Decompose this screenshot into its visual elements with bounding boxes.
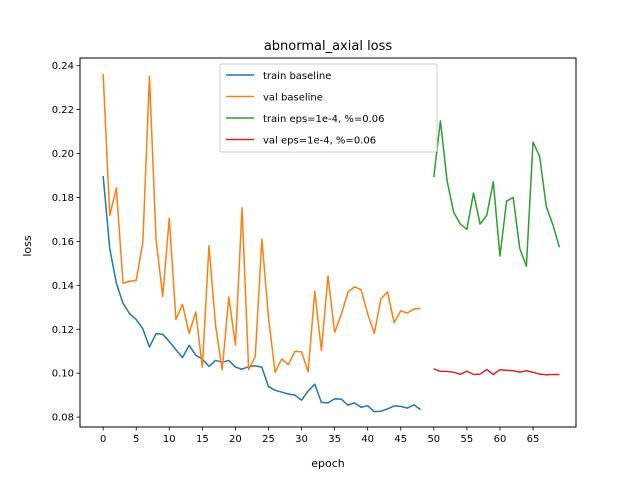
series-layer — [102, 73, 561, 413]
x-tick-label: 20 — [229, 434, 242, 445]
series-line-2 — [433, 120, 561, 267]
x-axis-label: epoch — [311, 457, 345, 470]
x-tick-label: 30 — [295, 434, 308, 445]
x-tick-label: 25 — [262, 434, 275, 445]
chart-title: abnormal_axial loss — [264, 39, 393, 54]
y-tick-label: 0.22 — [52, 105, 74, 116]
y-tick-label: 0.14 — [52, 281, 74, 292]
x-tick-label: 15 — [196, 434, 209, 445]
x-tick-label: 50 — [427, 434, 440, 445]
x-tick-label: 55 — [461, 434, 474, 445]
x-tick-label: 35 — [328, 434, 341, 445]
legend-entry: train eps=1e-4, %=0.06 — [263, 114, 385, 125]
series-line-0 — [102, 175, 422, 413]
legend-entry: val eps=1e-4, %=0.06 — [263, 136, 376, 147]
series-line-1 — [102, 73, 421, 374]
y-tick-label: 0.12 — [52, 325, 74, 336]
x-tick-label: 60 — [494, 434, 507, 445]
x-tick-label: 10 — [163, 434, 176, 445]
legend-box — [219, 63, 438, 153]
series-line-3 — [433, 368, 560, 376]
y-tick-label: 0.18 — [52, 193, 74, 204]
x-tick-label: 45 — [394, 434, 407, 445]
y-tick-label: 0.16 — [52, 237, 74, 248]
x-tick-label: 0 — [100, 434, 106, 445]
x-tick-label: 65 — [527, 434, 540, 445]
plot-frame — [79, 57, 577, 428]
x-tick-label: 40 — [361, 434, 374, 445]
axes-layer: 0 5 10 15 20 25 30 35 40 45 50 55 60 65 0.08 0.10 0.12 0.… — [52, 61, 540, 445]
x-tick-label: 5 — [133, 434, 139, 445]
legend: train baseline val baseline train eps=1e-4… — [219, 63, 438, 153]
y-tick-label: 0.08 — [52, 413, 74, 424]
y-tick-label: 0.10 — [52, 369, 74, 380]
y-tick-label: 0.24 — [52, 61, 74, 72]
y-tick-label: 0.20 — [52, 149, 74, 160]
legend-entry: train baseline — [263, 71, 331, 82]
y-axis-label: loss — [21, 235, 34, 257]
legend-entry: val baseline — [263, 93, 323, 104]
